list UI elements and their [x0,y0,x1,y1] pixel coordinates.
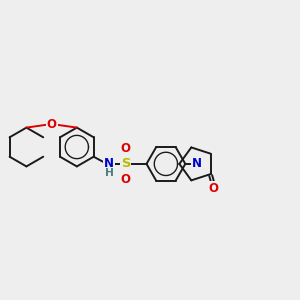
Text: O: O [121,142,130,155]
Text: O: O [209,182,219,195]
Text: N: N [192,158,202,170]
Text: S: S [121,158,130,170]
Text: O: O [46,118,57,130]
Text: O: O [121,173,130,186]
Text: H: H [105,168,114,178]
Text: N: N [104,158,114,170]
Text: N: N [192,158,202,170]
